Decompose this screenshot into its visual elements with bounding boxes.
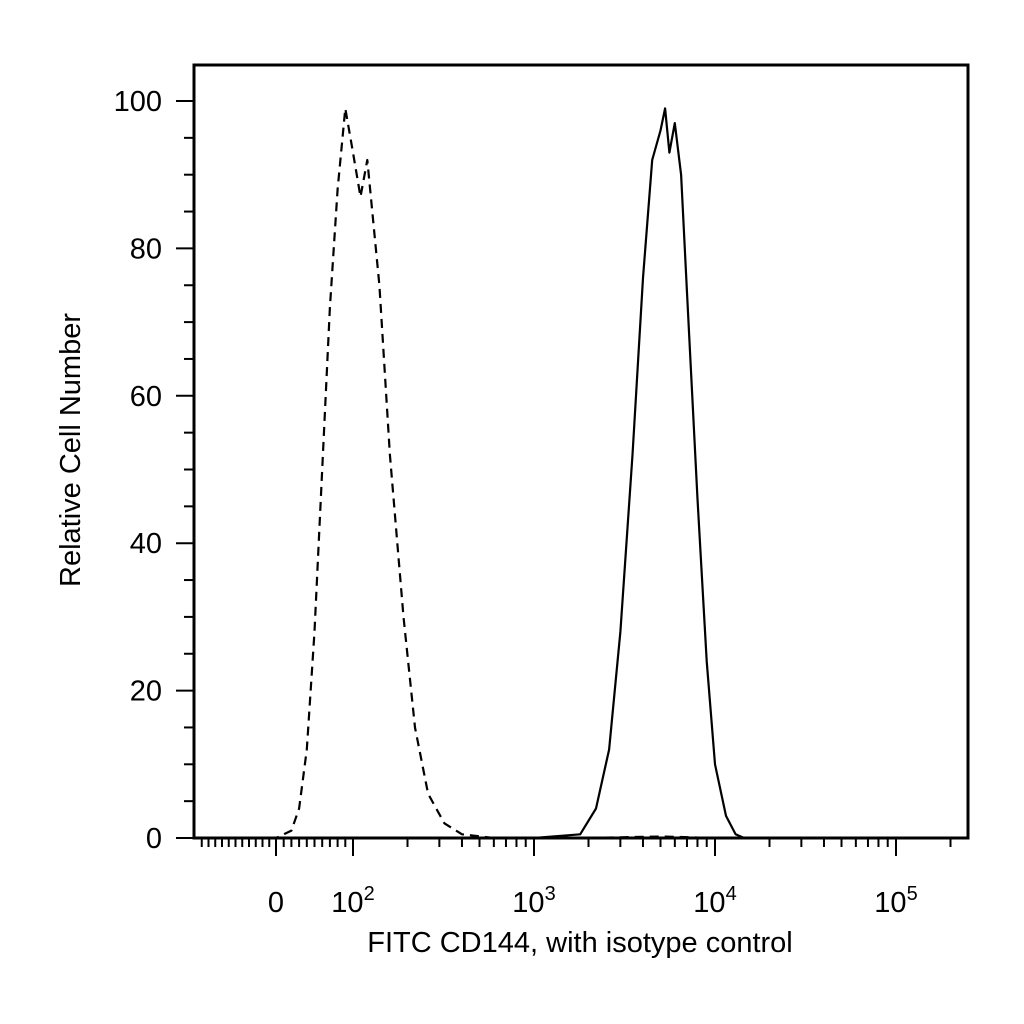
y-axis: 0 20 40 60 80 100: [114, 86, 194, 855]
series-line-isotype: [195, 107, 962, 840]
y-tick-label: 100: [114, 86, 162, 118]
x-tick-label: 102: [331, 883, 374, 919]
series-line-cd144: [195, 107, 962, 840]
x-axis: 0 102 103 104 105: [200, 838, 952, 919]
y-tick-label: 80: [130, 233, 162, 265]
x-tick-label: 103: [512, 883, 555, 919]
y-axis-title: Relative Cell Number: [55, 313, 87, 587]
y-tick-label: 60: [130, 381, 162, 413]
x-axis-title: FITC CD144, with isotype control: [367, 927, 792, 959]
y-tick-label: 40: [130, 528, 162, 560]
x-tick-label: 0: [268, 887, 284, 919]
y-tick-label: 20: [130, 676, 162, 708]
y-tick-label: 0: [146, 823, 162, 855]
x-tick-label: 104: [693, 883, 736, 919]
plot-frame: [192, 63, 970, 840]
x-tick-label: 105: [874, 883, 917, 919]
series-layer: [195, 107, 962, 840]
